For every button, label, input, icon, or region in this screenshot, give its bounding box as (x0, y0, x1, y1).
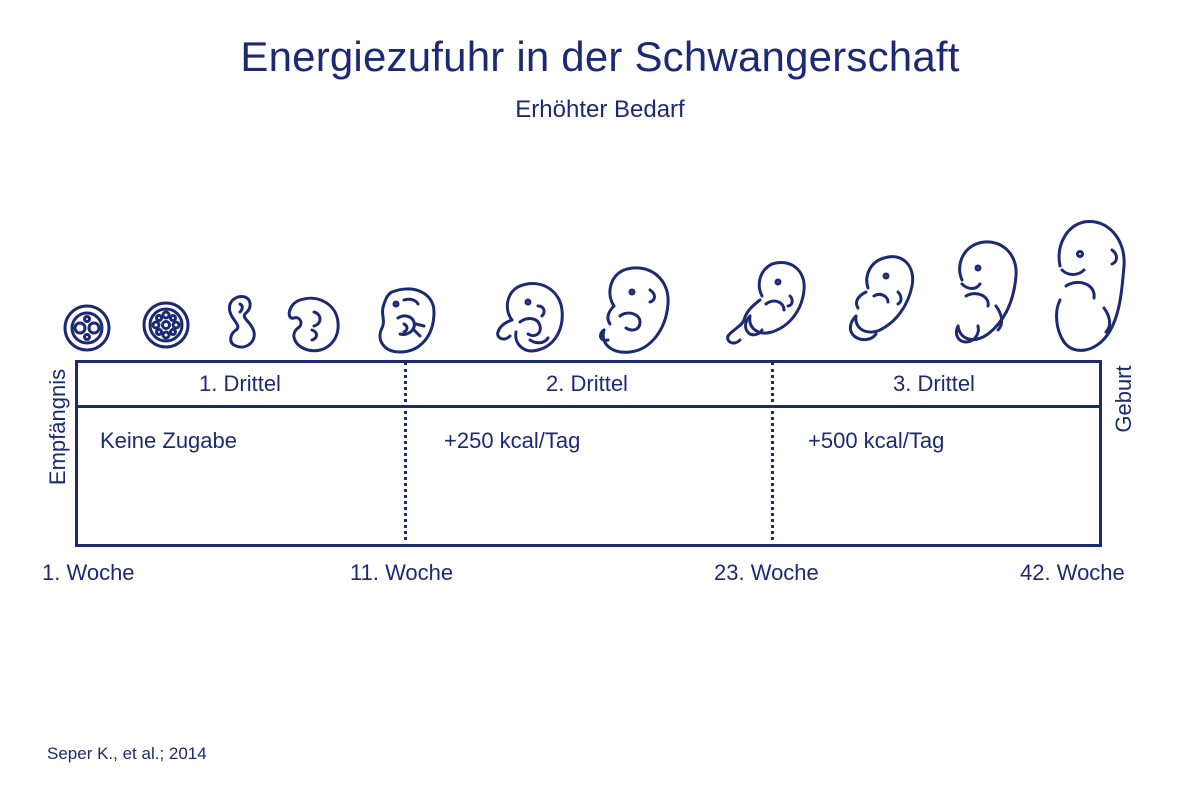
page-title: Energiezufuhr in der Schwangerschaft (240, 33, 960, 80)
source-citation: Seper K., et al.; 2014 (47, 744, 207, 763)
page-subtitle: Erhöhter Bedarf (515, 96, 685, 123)
fetus-week11-icon (496, 282, 564, 353)
week-label-1: 1. Woche (42, 560, 135, 585)
fetus-week26-icon (848, 255, 915, 342)
fetus-week15-icon (599, 266, 670, 354)
trimester-2-label: 2. Drittel (546, 371, 628, 396)
birth-label: Geburt (1111, 365, 1136, 433)
week-label-11: 11. Woche (350, 560, 454, 585)
fetus-week40-icon (1055, 220, 1126, 352)
trimester-divider-1 (404, 362, 407, 547)
trimester-2-energy: +250 kcal/Tag (444, 428, 581, 453)
trimester-divider-2 (771, 362, 774, 547)
embryo-week5-icon (287, 296, 340, 353)
week-label-23: 23. Woche (714, 560, 819, 585)
embryo-development-illustrations (63, 220, 1126, 354)
embryo-week8-icon (378, 287, 436, 354)
fetus-week20-icon (726, 261, 806, 345)
early-embryo-icon (228, 295, 256, 349)
trimester-1-label: 1. Drittel (199, 371, 281, 396)
trimester-3-energy: +500 kcal/Tag (808, 428, 945, 453)
header-divider (75, 405, 1102, 408)
timeline-box (75, 360, 1102, 547)
fetus-week33-icon (954, 240, 1018, 344)
conception-label: Empfängnis (45, 368, 70, 486)
trimester-3-label: 3. Drittel (893, 371, 975, 396)
week-label-42: 42. Woche (1020, 560, 1125, 585)
trimester-1-energy: Keine Zugabe (100, 428, 237, 453)
morula-icon (142, 301, 190, 349)
zygote-icon (63, 304, 111, 352)
